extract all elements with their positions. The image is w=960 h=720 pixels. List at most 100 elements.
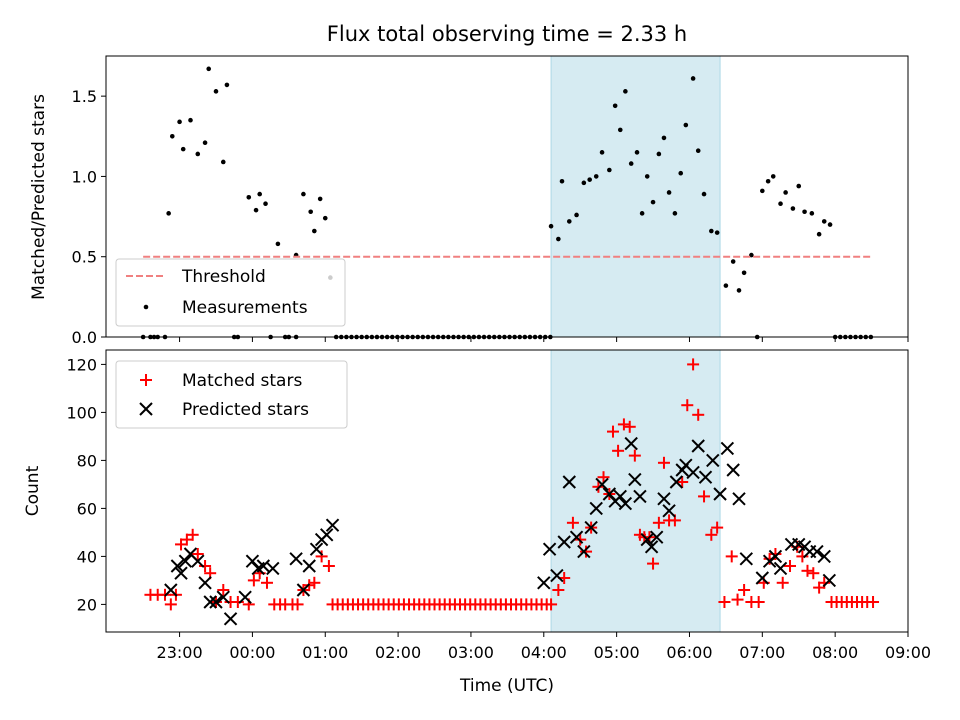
measurement-point (666, 190, 672, 195)
predicted-star-point (713, 487, 727, 501)
matched-star-point (597, 471, 610, 484)
measurement-point (574, 212, 579, 218)
predicted-star-point (302, 559, 316, 573)
predicted-star-point (649, 530, 664, 544)
predicted-star-point (732, 492, 746, 506)
measurement-point (760, 188, 765, 194)
measurement-point (730, 259, 736, 264)
matched-star-point (657, 456, 670, 469)
measurement-point (301, 191, 306, 197)
measurement-point (790, 206, 796, 211)
legend-measurements-label: Measurements (182, 298, 308, 318)
bottom-panel-points (144, 358, 880, 626)
matched-star-point (867, 596, 880, 608)
matched-star-point (308, 576, 321, 589)
legend-predicted-label: Predicted stars (182, 400, 309, 420)
bottom-panel-y-label: Count (23, 465, 43, 516)
measurement-point (213, 89, 219, 94)
predicted-star-point (628, 472, 642, 487)
bottom-legend-box (115, 360, 348, 429)
predicted-star-point (706, 453, 720, 468)
measurement-point (661, 135, 667, 141)
predicted-star-point (810, 544, 824, 559)
matched-star-point (612, 444, 625, 457)
predicted-star-point (669, 475, 684, 489)
x-tick-label: 04:00 (521, 643, 567, 662)
matched-star-point (652, 516, 665, 529)
predicted-star-point (644, 540, 659, 554)
x-tick-label: 09:00 (885, 643, 931, 662)
matched-star-point (738, 584, 751, 596)
measurement-point (816, 231, 822, 237)
measurement-point (548, 223, 554, 229)
y-tick-label: 60 (77, 499, 97, 518)
measurement-point (796, 183, 802, 189)
y-tick-label: 0.0 (72, 328, 97, 347)
predicted-star-point (562, 475, 576, 489)
matched-star-point (725, 550, 738, 563)
predicted-star-point (589, 501, 603, 516)
matched-star-point (698, 490, 711, 503)
measurement-point (701, 191, 707, 197)
predicted-star-point (309, 542, 324, 556)
chart-title: Flux total observing time = 2.33 h (327, 22, 687, 46)
predicted-star-point (657, 492, 671, 506)
matched-star-point (769, 548, 782, 560)
matched-star-point (623, 420, 636, 433)
predicted-star-point (289, 552, 303, 566)
predicted-star-point (266, 561, 280, 576)
matched-star-point (291, 598, 304, 611)
measurement-point (809, 211, 815, 216)
predicted-star-point (174, 566, 188, 580)
matched-star-point (186, 528, 199, 541)
matched-star-point (628, 449, 641, 462)
predicted-star-point (296, 583, 311, 597)
x-tick-label: 23:00 (157, 643, 203, 662)
measurement-point (778, 201, 783, 207)
matched-star-point (783, 560, 796, 572)
matched-star-point (217, 584, 230, 596)
measurement-point (672, 211, 678, 216)
measurement-point (556, 236, 561, 242)
y-tick-label: 1.5 (72, 87, 97, 106)
measurement-point (202, 140, 208, 146)
matched-star-point (731, 593, 744, 606)
measurement-point (821, 219, 827, 224)
predicted-star-point (691, 439, 705, 453)
matched-star-point (776, 576, 789, 589)
y-tick-label: 40 (77, 547, 97, 566)
measurement-point (224, 82, 230, 88)
measurement-point (166, 211, 171, 216)
predicted-star-point (624, 436, 638, 451)
bottom-panel-x-ticks: 23:00 00:00 01:00 02:00 03:00 04:00 05:00 06:00… (157, 632, 931, 662)
measurement-point (783, 190, 788, 195)
matched-star-point (647, 557, 660, 570)
measurement-point (749, 252, 754, 258)
measurement-point (253, 207, 259, 213)
y-tick-label: 100 (66, 403, 97, 422)
y-tick-label: 0.5 (72, 248, 97, 267)
x-tick-label: 01:00 (302, 643, 348, 662)
measurement-point (599, 150, 605, 155)
measurement-point (169, 133, 175, 139)
measurement-point (628, 161, 634, 166)
measurement-point (827, 222, 833, 227)
predicted-star-point (773, 561, 788, 576)
matched-star-point (552, 584, 565, 596)
measurement-point (206, 66, 212, 72)
legend-matched-label: Matched stars (182, 371, 302, 391)
top-panel-x-ticks (179, 337, 909, 342)
measurement-point (312, 228, 317, 234)
measurement-point (263, 201, 268, 207)
predicted-star-point (755, 571, 770, 585)
matched-star-point (164, 598, 177, 611)
predicted-star-point (216, 590, 230, 604)
matched-star-point (199, 560, 212, 572)
legend-predicted-swatch (139, 402, 153, 416)
bottom-legend: Matched stars Predicted stars (115, 360, 348, 429)
y-tick-label: 120 (66, 355, 97, 374)
matched-star-point (315, 550, 328, 563)
predicted-star-point (537, 576, 551, 590)
measurement-point (656, 151, 662, 157)
matched-star-point (545, 598, 558, 611)
